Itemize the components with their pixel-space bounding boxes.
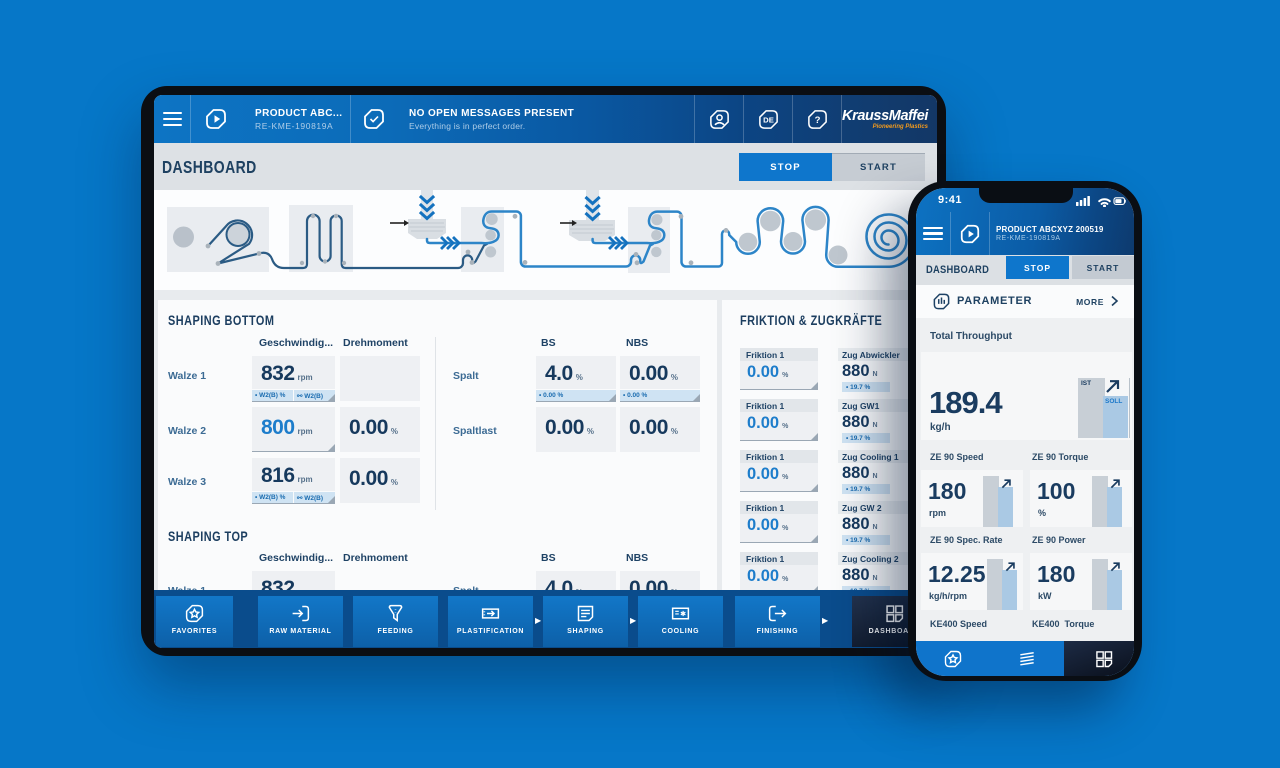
svg-text:DE: DE bbox=[763, 115, 774, 124]
svg-text:?: ? bbox=[814, 114, 820, 125]
